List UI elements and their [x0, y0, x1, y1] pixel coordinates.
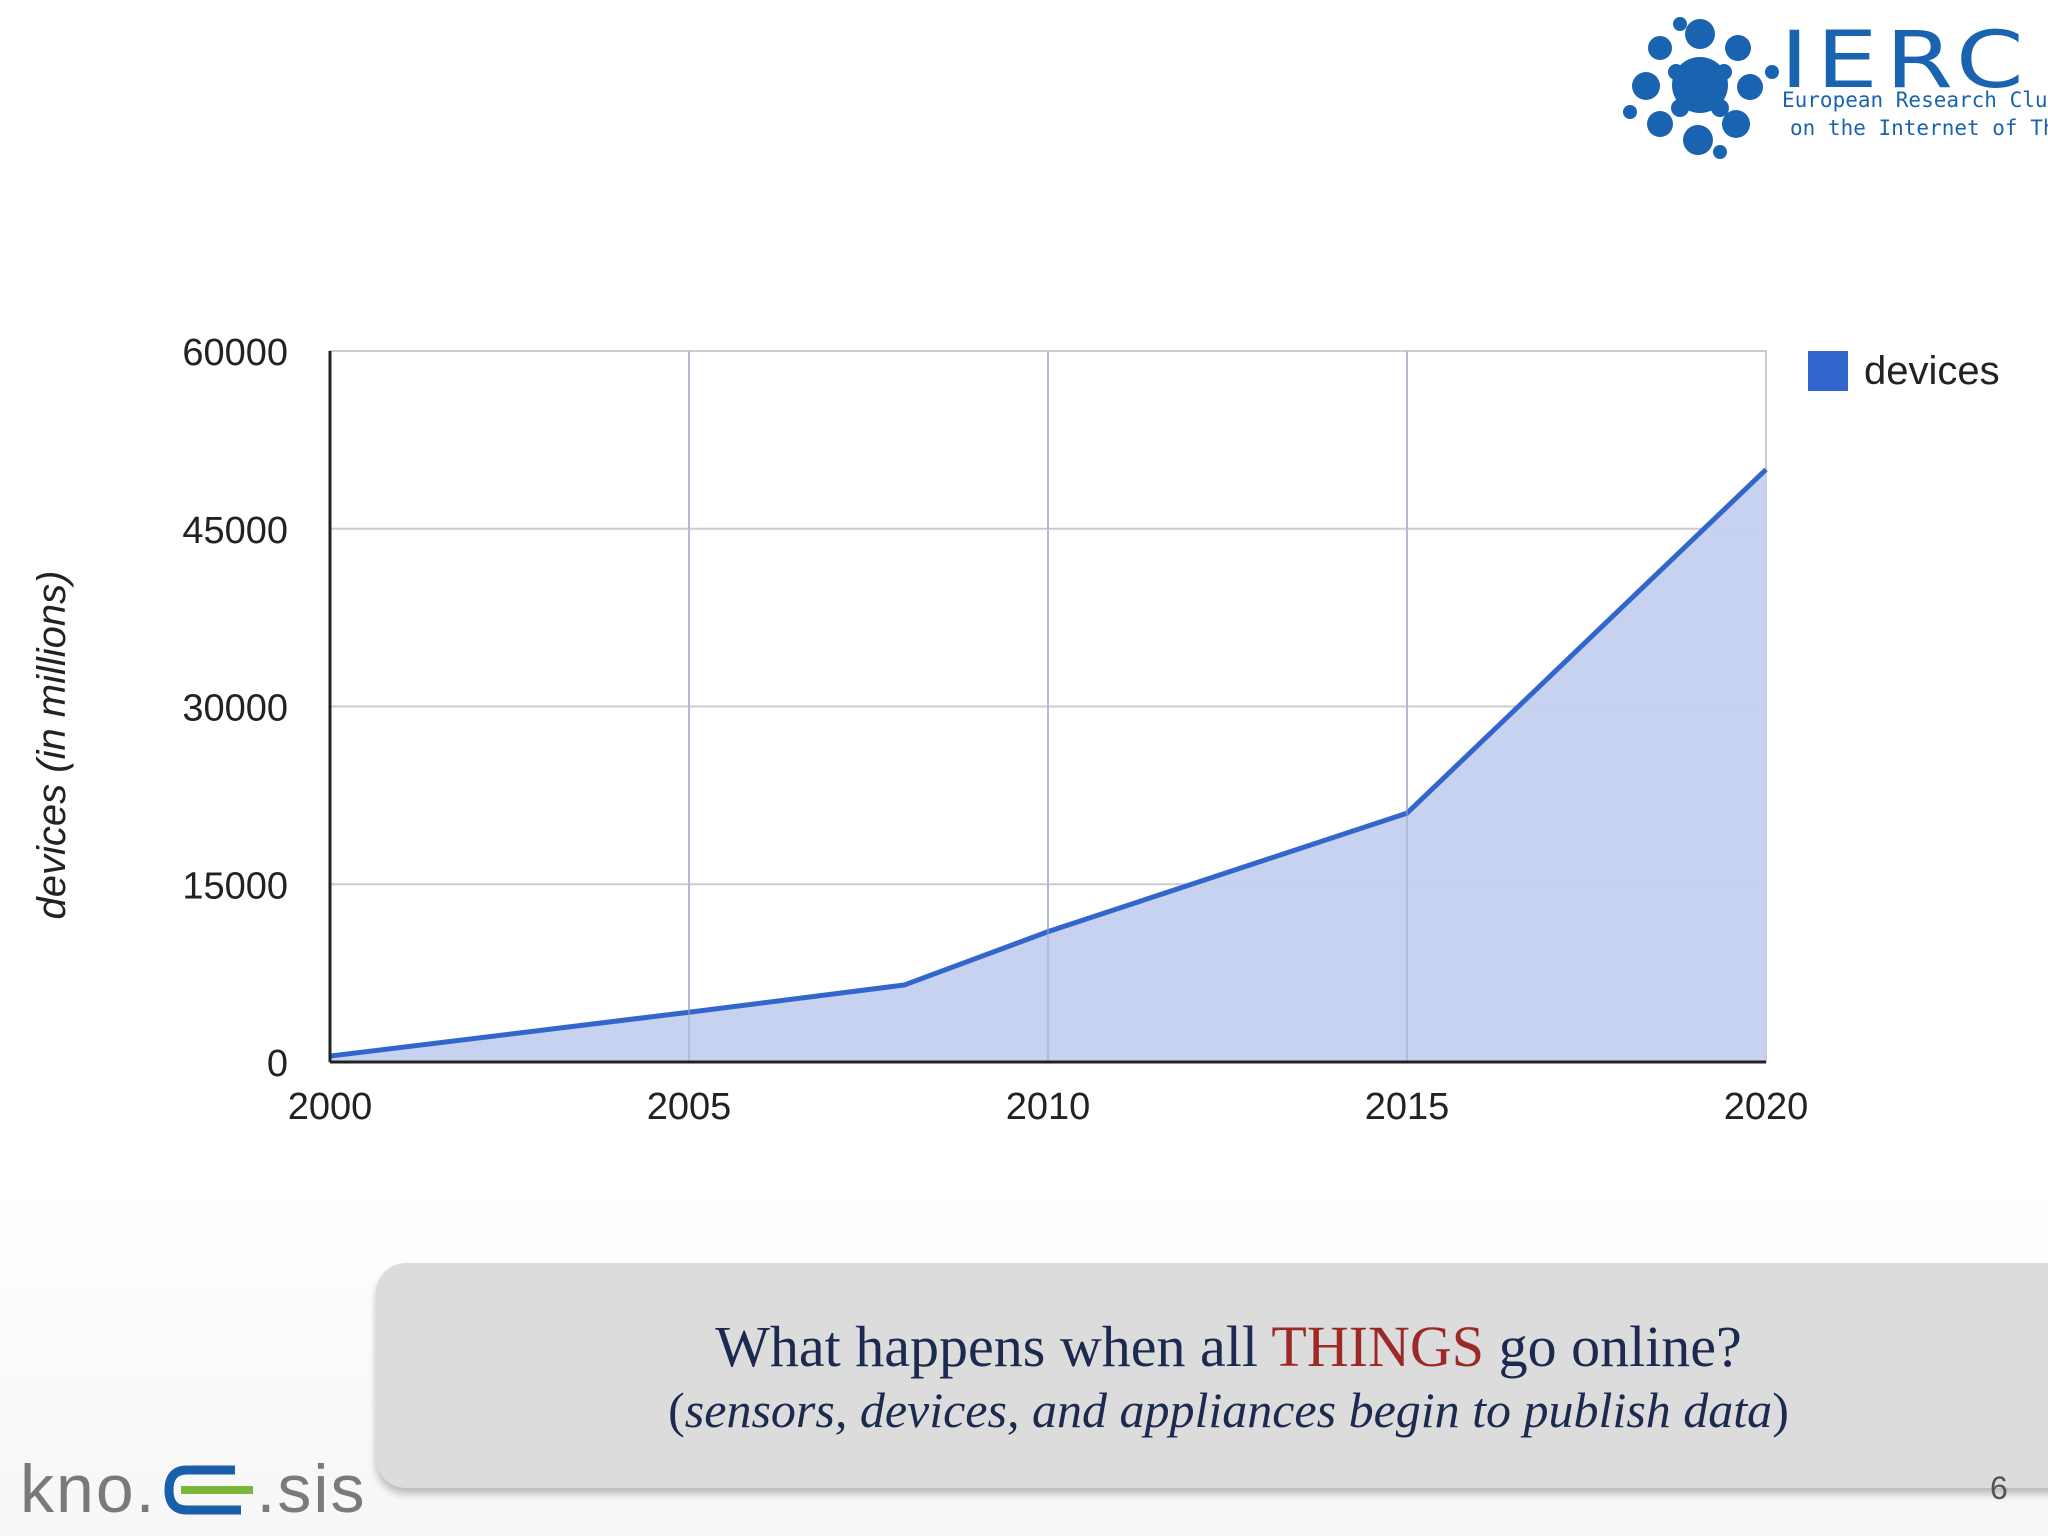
caption-paren-close: ) — [1772, 1382, 1789, 1438]
brand-left-text: kno. — [20, 1451, 157, 1527]
y-tick-label: 15000 — [182, 865, 288, 907]
caption-box: What happens when all THINGS go online? … — [376, 1263, 2048, 1488]
y-tick-label: 30000 — [182, 688, 288, 730]
legend-swatch-devices — [1808, 351, 1848, 391]
ierc-logo: IERC European Research Cluster on the In… — [1620, 12, 2048, 162]
caption-question: What happens when all THINGS go online? — [376, 1313, 2048, 1380]
knoesis-logo: kno. .sis — [20, 1450, 367, 1528]
logo-wordmark: IERC — [1780, 16, 2032, 106]
x-tick-label: 2020 — [1724, 1086, 1809, 1128]
x-tick-label: 2010 — [1006, 1086, 1091, 1128]
caption-subtitle-text: sensors, devices, and appliances begin t… — [684, 1382, 1773, 1438]
legend-label-devices: devices — [1864, 349, 2000, 393]
caption-highlight: THINGS — [1271, 1314, 1485, 1379]
y-tick-label: 0 — [267, 1043, 288, 1085]
series-line-devices — [329, 467, 1768, 1059]
x-tick-label: 2000 — [288, 1086, 373, 1128]
y-tick-label: 60000 — [182, 332, 288, 374]
x-tick-label: 2015 — [1365, 1086, 1450, 1128]
brand-e-icon — [157, 1458, 257, 1518]
y-axis-label: devices (in millions) — [30, 570, 74, 920]
caption-question-start: What happens when all — [715, 1314, 1272, 1379]
logo-tagline-2: on the Internet of Things — [1790, 116, 2048, 140]
brand-right-text: .sis — [256, 1451, 367, 1527]
caption-paren-open: ( — [668, 1382, 685, 1438]
page-number: 6 — [1990, 1470, 2008, 1506]
devices-area-chart: 0 15000 30000 45000 60000 2000 2005 2010 2015 202… — [182, 332, 2000, 1128]
x-tick-label: 2005 — [647, 1086, 732, 1128]
y-tick-label: 45000 — [182, 510, 288, 552]
logo-tagline-1: European Research Cluster — [1782, 88, 2048, 112]
caption-question-end: go online? — [1484, 1314, 1742, 1379]
ierc-network-icon — [1623, 17, 1779, 159]
caption-subtitle: (sensors, devices, and appliances begin … — [376, 1381, 2048, 1439]
